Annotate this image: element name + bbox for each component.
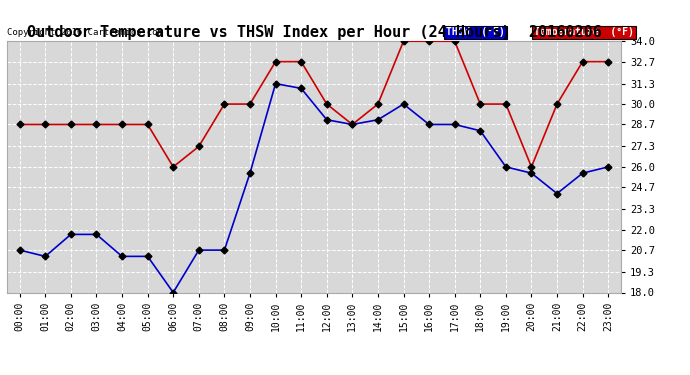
Text: Copyright 2016 Cartronics.com: Copyright 2016 Cartronics.com (7, 28, 163, 38)
Text: Temperature  (°F): Temperature (°F) (534, 27, 633, 38)
Text: THSW  (°F): THSW (°F) (446, 27, 504, 38)
Title: Outdoor Temperature vs THSW Index per Hour (24 Hours)  20160206: Outdoor Temperature vs THSW Index per Ho… (26, 25, 602, 40)
